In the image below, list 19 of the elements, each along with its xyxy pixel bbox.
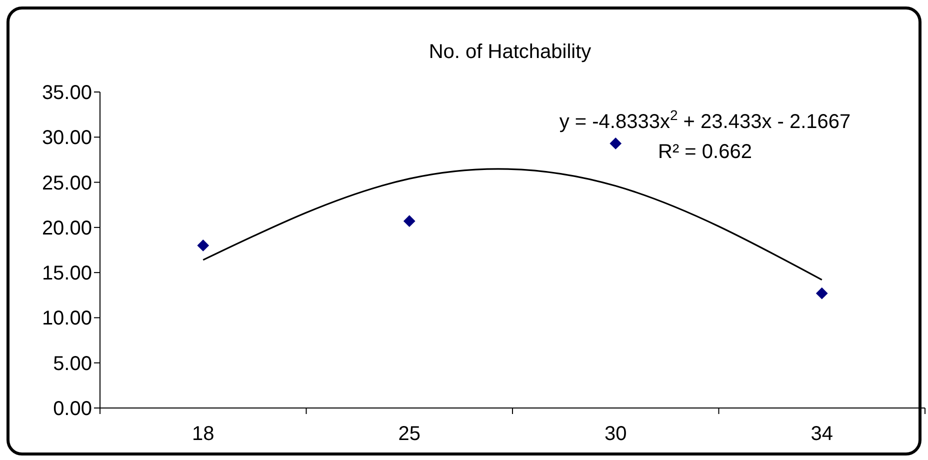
point	[816, 287, 828, 300]
point	[610, 138, 622, 150]
y-tick-label: 20.00	[42, 217, 92, 240]
y-tick-label: 10.00	[42, 308, 92, 330]
y-tick-label: 5.00	[53, 352, 92, 375]
y-tick-label: 25.00	[42, 172, 92, 194]
point	[197, 240, 210, 252]
y-tick-label: 35.00	[42, 82, 92, 104]
y-tick-label: 15.00	[42, 262, 92, 285]
x-tick-label: 25	[398, 423, 420, 445]
chart-title: No. of Hatchability	[428, 41, 592, 63]
x-tick-label: 30	[604, 423, 627, 445]
point	[403, 215, 416, 228]
x-tick-label: 18	[192, 423, 214, 445]
y-tick-label: 30.00	[42, 127, 92, 150]
x-tick-label: 34	[810, 423, 833, 445]
y-tick-label: 0.00	[53, 398, 92, 420]
annotation: R² = 0.662	[658, 141, 752, 163]
annotation: y = -4.8333x$^{2}$ + 23.433x - 2.1667	[559, 107, 851, 133]
